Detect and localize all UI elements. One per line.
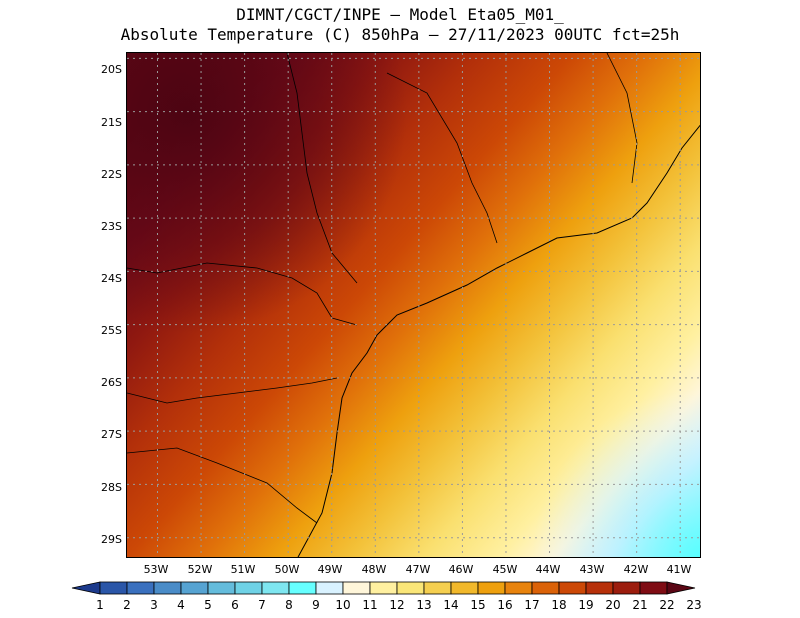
colorbar-box (126, 581, 155, 595)
colorbar-box (180, 581, 209, 595)
colorbar-box (99, 581, 128, 595)
colorbar-box (315, 581, 344, 595)
lat-label: 20S (101, 63, 122, 76)
state-border-pr-sp (127, 262, 358, 326)
colorbar-label: 22 (659, 598, 675, 612)
colorbar-label: 4 (177, 598, 185, 612)
coastline (297, 124, 700, 557)
colorbar-box (558, 581, 587, 595)
lon-label: 50W (274, 563, 300, 576)
colorbar-box (342, 581, 371, 595)
colorbar-label: 1 (96, 598, 104, 612)
colorbar-boxes (71, 581, 696, 595)
colorbar-box (450, 581, 479, 595)
colorbar-max-arrow (666, 581, 696, 595)
lon-label: 41W (666, 563, 692, 576)
lat-lon-grid (127, 53, 700, 557)
colorbar-label: 20 (605, 598, 621, 612)
lon-label: 42W (623, 563, 649, 576)
lat-label: 24S (101, 272, 122, 285)
lat-label: 28S (101, 481, 122, 494)
colorbar-label: 16 (497, 598, 513, 612)
colorbar-label: 18 (551, 598, 567, 612)
colorbar-label: 14 (443, 598, 459, 612)
colorbar-label: 11 (362, 598, 378, 612)
colorbar-label: 3 (150, 598, 158, 612)
cool-core (127, 53, 700, 557)
colorbar-label: 13 (416, 598, 432, 612)
colorbar-box (153, 581, 182, 595)
colorbar-label: 2 (123, 598, 131, 612)
colorbar-label: 17 (524, 598, 540, 612)
colorbar-box (288, 581, 317, 595)
lon-label: 53W (143, 563, 169, 576)
colorbar-box (261, 581, 290, 595)
state-border-sc-rs (127, 447, 318, 524)
figure-title-line1: DIMNT/CGCT/INPE — Model Eta05_M01_ (236, 5, 564, 24)
lon-label: 44W (535, 563, 561, 576)
lat-label: 26S (101, 376, 122, 389)
lon-label: 48W (361, 563, 387, 576)
lon-label: 43W (579, 563, 605, 576)
colorbar-label: 9 (312, 598, 320, 612)
colorbar-box (612, 581, 641, 595)
lon-label: 49W (317, 563, 343, 576)
colorbar-box (234, 581, 263, 595)
colorbar-box (396, 581, 425, 595)
colorbar-box (423, 581, 452, 595)
state-border-mg-es (606, 53, 638, 184)
colorbar-box (504, 581, 533, 595)
lon-label: 46W (448, 563, 474, 576)
map-panel (126, 52, 701, 558)
colorbar-label: 12 (389, 598, 405, 612)
colorbar-box (531, 581, 560, 595)
colorbar-label: 6 (231, 598, 239, 612)
colorbar-box (477, 581, 506, 595)
lat-label: 29S (101, 533, 122, 546)
lon-label: 51W (230, 563, 256, 576)
lon-label: 47W (405, 563, 431, 576)
colorbar-label: 8 (285, 598, 293, 612)
colorbar-label: 19 (578, 598, 594, 612)
colorbar-label: 21 (632, 598, 648, 612)
colorbar-box (207, 581, 236, 595)
colorbar-min-arrow (71, 581, 101, 595)
colorbar-label: 5 (204, 598, 212, 612)
lat-label: 23S (101, 220, 122, 233)
colorbar-label: 23 (686, 598, 702, 612)
colorbar-box (369, 581, 398, 595)
lat-label: 22S (101, 168, 122, 181)
figure-title-line2: Absolute Temperature (C) 850hPa — 27/11/… (120, 25, 680, 44)
colorbar (71, 581, 696, 595)
temperature-map (127, 53, 700, 557)
colorbar-box (585, 581, 614, 595)
colorbar-label: 10 (335, 598, 351, 612)
lat-label: 27S (101, 428, 122, 441)
lon-label: 45W (492, 563, 518, 576)
lon-label: 52W (187, 563, 213, 576)
colorbar-label: 7 (258, 598, 266, 612)
lat-label: 25S (101, 324, 122, 337)
colorbar-box (639, 581, 668, 595)
colorbar-label: 15 (470, 598, 486, 612)
state-border-pr-sc (127, 377, 338, 404)
lat-label: 21S (101, 116, 122, 129)
